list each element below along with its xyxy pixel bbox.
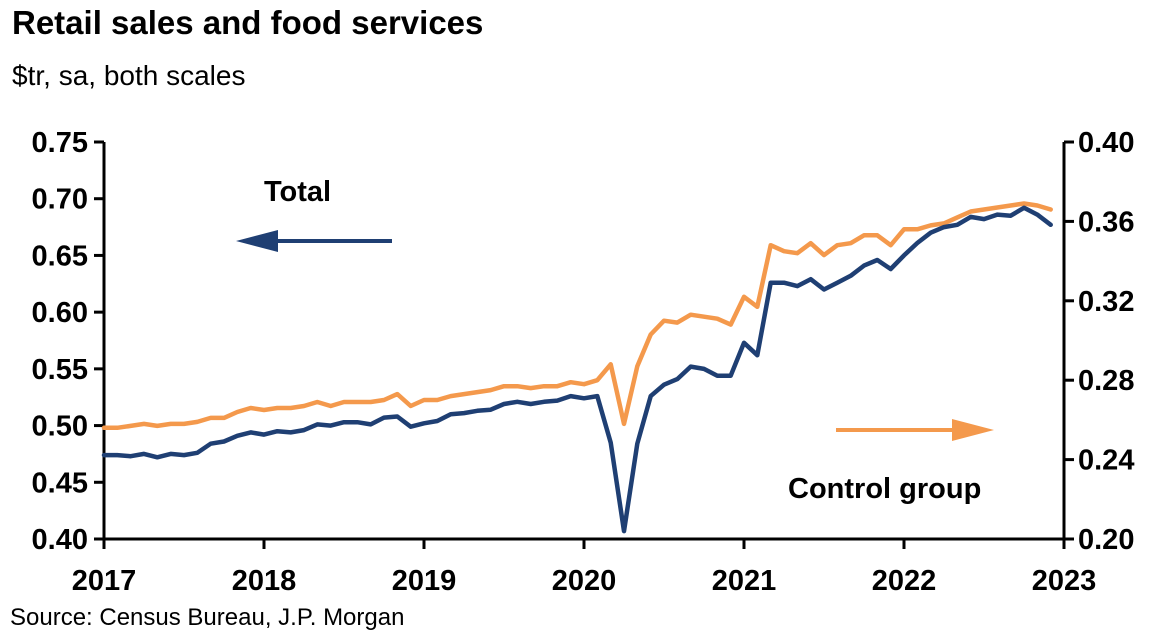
axes: 0.40 0.45 0.50 0.55 0.60 0.65 0.70 0.75 0.20 0.24… — [32, 127, 1135, 597]
series-lines — [101, 201, 1053, 534]
control-group-series-line — [101, 201, 1053, 431]
right-tick-label: 0.24 — [1078, 445, 1134, 477]
left-tick-label: 0.50 — [32, 411, 88, 443]
right-tick-label: 0.32 — [1078, 286, 1134, 318]
right-tick-label: 0.40 — [1078, 127, 1134, 159]
total-arrow-head — [236, 230, 278, 252]
right-tick-label: 0.28 — [1078, 365, 1134, 397]
x-tick-label: 2019 — [392, 565, 457, 597]
total-label: Total — [264, 176, 331, 208]
left-tick-label: 0.65 — [32, 240, 88, 272]
left-tick-label: 0.60 — [32, 297, 88, 329]
x-tick-label: 2020 — [552, 565, 617, 597]
left-tick-label: 0.70 — [32, 184, 88, 216]
left-tick-label: 0.40 — [32, 524, 88, 556]
right-tick-label: 0.36 — [1078, 206, 1134, 238]
source-note: Source: Census Bureau, J.P. Morgan — [10, 604, 405, 631]
chart-subtitle: $tr, sa, both scales — [12, 60, 246, 91]
x-tick-label: 2022 — [872, 565, 937, 597]
control-arrow-head — [952, 419, 994, 441]
left-tick-label: 0.55 — [32, 354, 88, 386]
x-tick-label: 2018 — [232, 565, 297, 597]
x-tick-label: 2021 — [712, 565, 777, 597]
annotations: Total Control group — [236, 176, 994, 505]
chart-title: Retail sales and food services — [12, 4, 484, 41]
x-tick-label: 2023 — [1032, 565, 1097, 597]
control-group-label: Control group — [788, 473, 981, 505]
total-series-line — [101, 205, 1053, 534]
left-tick-label: 0.45 — [32, 467, 88, 499]
x-tick-label: 2017 — [72, 565, 137, 597]
left-tick-label: 0.75 — [32, 127, 88, 159]
right-tick-label: 0.20 — [1078, 524, 1134, 556]
